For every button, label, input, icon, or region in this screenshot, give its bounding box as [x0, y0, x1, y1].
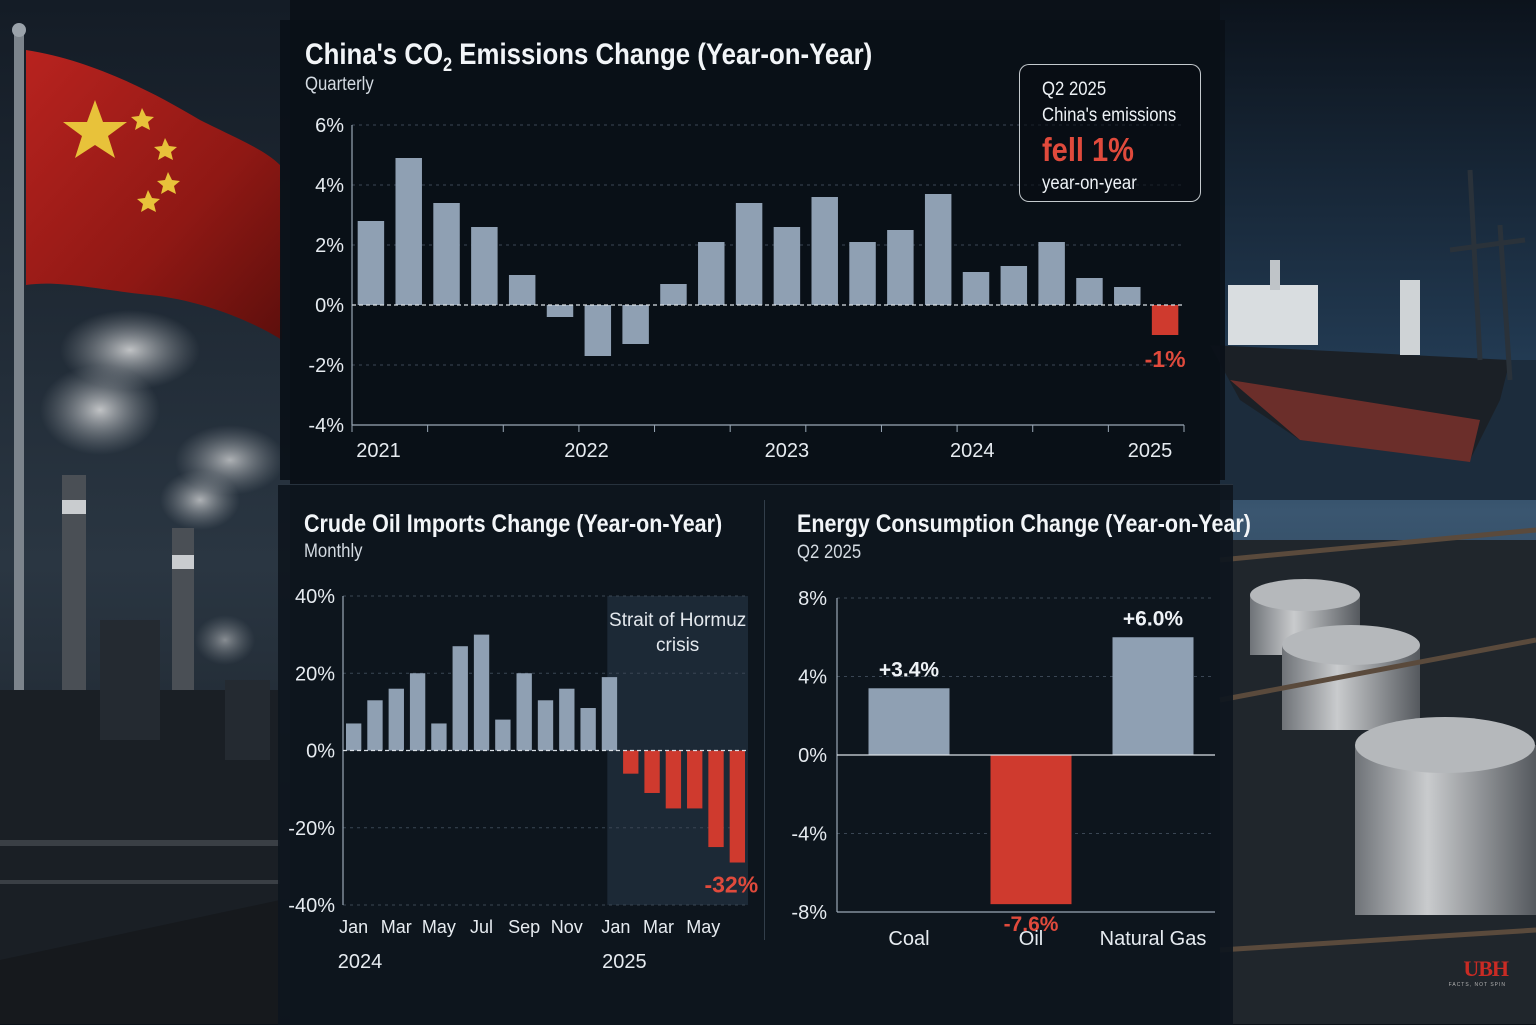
energy-chart-title: Energy Consumption Change (Year-on-Year) — [797, 510, 1251, 538]
callout-basis: year-on-year — [1042, 173, 1137, 194]
emissions-callout: Q2 2025 China's emissions fell 1% year-o… — [1019, 64, 1201, 202]
co2-title-subscript: 2 — [443, 55, 453, 76]
callout-highlight: fell 1% — [1042, 131, 1135, 168]
oil-chart-subtitle: Monthly — [304, 541, 363, 562]
co2-title-main: China's CO — [305, 38, 444, 71]
callout-subject: China's emissions — [1042, 105, 1177, 126]
co2-title-rest: Emissions Change (Year-on-Year) — [452, 38, 873, 71]
oil-chart-title: Crude Oil Imports Change (Year-on-Year) — [304, 510, 723, 538]
brand-tagline: FACTS, NOT SPIN — [1448, 982, 1506, 988]
panel-divider — [764, 500, 765, 940]
callout-period: Q2 2025 — [1042, 79, 1107, 100]
co2-chart-title: China's CO2 Emissions Change (Year-on-Ye… — [305, 38, 872, 77]
energy-chart-subtitle: Q2 2025 — [797, 542, 862, 563]
co2-chart-subtitle: Quarterly — [305, 74, 374, 95]
brand-logo: UBH — [1463, 956, 1509, 981]
bottom-panel — [278, 484, 1233, 1025]
